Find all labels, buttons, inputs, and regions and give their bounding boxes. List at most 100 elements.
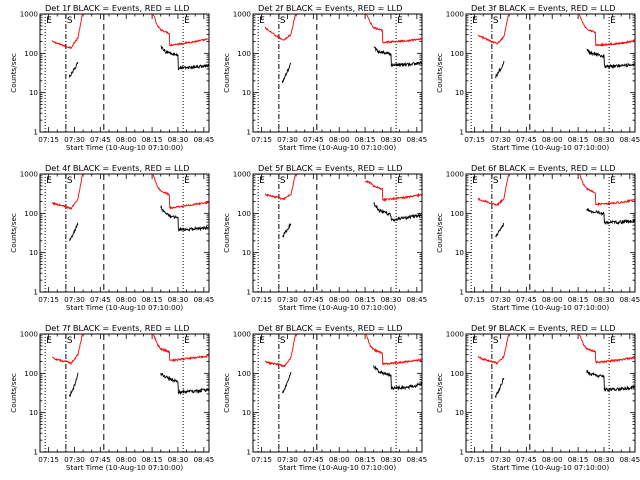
lld-trace: [152, 174, 209, 210]
x-axis-title: Start Time (10-Aug-10 07:10:00): [66, 303, 183, 312]
lld-trace: [51, 174, 83, 210]
y-tick-label: 1000: [20, 10, 39, 19]
x-tick-label: 08:45: [193, 295, 214, 304]
x-tick-label: 08:00: [329, 295, 350, 304]
x-tick-label: 08:30: [168, 455, 189, 464]
lld-trace: [364, 180, 422, 202]
y-tick-label: 1000: [20, 330, 39, 339]
y-tick-label: 10: [29, 248, 39, 257]
x-tick-label: 08:45: [193, 455, 214, 464]
x-tick-label: 07:45: [90, 295, 111, 304]
x-tick-label: 08:30: [381, 295, 402, 304]
events-trace: [494, 377, 505, 398]
panel-title: Det 8f BLACK = Events, RED = LLD: [258, 323, 402, 333]
time-marker-label: S: [493, 336, 499, 346]
x-tick-label: 07:30: [64, 295, 85, 304]
y-axis-title: Counts/sec: [9, 53, 18, 93]
time-marker-label: S: [493, 176, 499, 186]
x-tick-label: 08:30: [381, 135, 402, 144]
x-tick-label: 08:00: [116, 295, 137, 304]
y-tick-label: 1000: [446, 10, 465, 19]
events-trace: [373, 202, 422, 222]
x-tick-label: 07:15: [38, 135, 59, 144]
y-axis-title: Counts/sec: [9, 213, 18, 253]
time-marker-label: E: [610, 176, 616, 186]
x-tick-label: 08:45: [406, 135, 427, 144]
x-tick-label: 07:30: [490, 295, 511, 304]
time-marker-label: E: [184, 336, 190, 346]
x-axis-title: Start Time (10-Aug-10 07:10:00): [279, 143, 396, 152]
plot-frame: [39, 173, 210, 293]
time-marker-label: E: [259, 16, 265, 26]
x-tick-label: 08:45: [619, 455, 640, 464]
plot-frame: [252, 173, 423, 293]
time-marker-label: E: [397, 176, 403, 186]
x-tick-label: 08:30: [594, 295, 615, 304]
x-tick-label: 07:45: [516, 135, 537, 144]
y-tick-label: 1: [246, 128, 251, 137]
time-marker-label: E: [46, 16, 52, 26]
events-trace: [586, 369, 635, 393]
panel-title: Det 6f BLACK = Events, RED = LLD: [471, 163, 615, 173]
time-marker-label: E: [610, 16, 616, 26]
lld-trace: [264, 14, 296, 41]
y-tick-label: 10: [29, 88, 39, 97]
detector-panel: Det 3f BLACK = Events, RED = LLD 1 10 100 10…: [435, 3, 640, 152]
x-tick-label: 07:30: [277, 455, 298, 464]
plot-frame: [252, 13, 423, 133]
x-tick-label: 07:15: [251, 295, 272, 304]
x-axis-title: Start Time (10-Aug-10 07:10:00): [492, 463, 609, 472]
x-axis-title: Start Time (10-Aug-10 07:10:00): [279, 303, 396, 312]
time-marker-label: E: [397, 336, 403, 346]
y-tick-label: 100: [24, 49, 38, 58]
panel-title: Det 3f BLACK = Events, RED = LLD: [471, 3, 615, 13]
time-marker-label: S: [67, 336, 73, 346]
time-marker-label: E: [610, 336, 616, 346]
x-axis-title: Start Time (10-Aug-10 07:10:00): [66, 143, 183, 152]
y-tick-label: 1: [459, 448, 464, 457]
time-marker-label: E: [46, 176, 52, 186]
x-tick-label: 08:00: [329, 455, 350, 464]
y-tick-label: 10: [242, 248, 252, 257]
lld-trace: [578, 14, 635, 48]
events-trace: [494, 60, 505, 79]
x-tick-label: 07:30: [64, 455, 85, 464]
x-tick-label: 07:15: [38, 295, 59, 304]
time-marker-label: S: [280, 336, 286, 346]
y-tick-label: 10: [455, 88, 465, 97]
y-tick-label: 1: [246, 288, 251, 297]
panel-title: Det 1f BLACK = Events, RED = LLD: [45, 3, 189, 13]
time-marker-label: E: [184, 176, 190, 186]
events-trace: [68, 372, 79, 397]
detector-panel: Det 1f BLACK = Events, RED = LLD 1 10 100 10…: [9, 3, 214, 152]
x-tick-label: 08:15: [142, 295, 163, 304]
y-tick-label: 100: [24, 209, 38, 218]
x-tick-label: 07:45: [516, 295, 537, 304]
y-tick-label: 1000: [233, 170, 252, 179]
y-tick-label: 1000: [233, 10, 252, 19]
y-tick-label: 100: [450, 369, 464, 378]
x-tick-label: 07:15: [464, 455, 485, 464]
time-marker-label: S: [280, 16, 286, 26]
events-trace: [69, 222, 79, 242]
x-tick-label: 08:00: [542, 135, 563, 144]
y-axis-title: Counts/sec: [222, 373, 231, 413]
x-tick-label: 07:45: [303, 455, 324, 464]
plot-frame: [39, 13, 210, 133]
lld-trace: [365, 334, 422, 366]
events-trace: [281, 62, 292, 83]
x-tick-label: 07:30: [277, 295, 298, 304]
detector-panel: Det 9f BLACK = Events, RED = LLD 1 10 100 10…: [435, 323, 640, 472]
panel-title: Det 4f BLACK = Events, RED = LLD: [45, 163, 189, 173]
y-axis-title: Counts/sec: [9, 373, 18, 413]
detector-panel: Det 6f BLACK = Events, RED = LLD 1 10 100 10…: [435, 163, 640, 312]
x-tick-label: 07:45: [90, 455, 111, 464]
lld-trace: [152, 14, 209, 47]
x-tick-label: 07:45: [303, 295, 324, 304]
detector-panel: Det 2f BLACK = Events, RED = LLD 1 10 100 10…: [222, 3, 427, 152]
y-tick-label: 100: [237, 49, 251, 58]
events-trace: [160, 45, 209, 71]
y-tick-label: 100: [24, 369, 38, 378]
lld-trace: [264, 174, 296, 201]
events-trace: [160, 372, 209, 396]
